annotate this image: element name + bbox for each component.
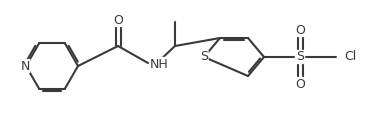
Text: N: N [20,60,30,72]
Text: S: S [296,51,304,63]
Text: Cl: Cl [344,51,356,63]
Text: O: O [113,13,123,27]
Text: S: S [200,51,208,63]
Text: NH: NH [150,58,169,70]
Text: O: O [295,77,305,91]
Text: O: O [295,23,305,37]
